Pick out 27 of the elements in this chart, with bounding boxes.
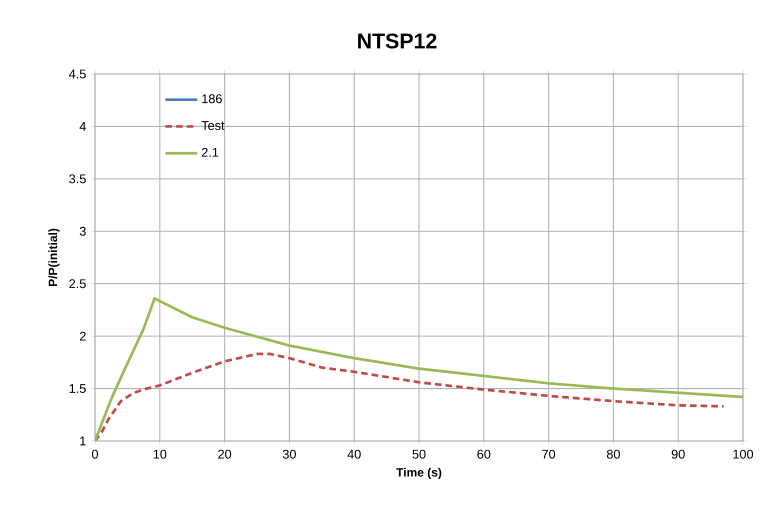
- x-axis-title: Time (s): [396, 468, 442, 479]
- x-tick-label: 100: [733, 450, 754, 459]
- y-tick-label: 3: [80, 226, 86, 236]
- y-tick-label: 3.5: [69, 174, 86, 184]
- y-tick-label: 2: [80, 332, 86, 341]
- x-tick-label: 30: [282, 450, 296, 459]
- x-tick-label: 40: [347, 450, 361, 459]
- y-tick-label: 4: [80, 122, 86, 131]
- x-tick-label: 80: [606, 450, 620, 459]
- chart-title: NTSP12: [358, 33, 436, 49]
- x-tick-label: 60: [477, 450, 490, 459]
- x-tick-label: 70: [542, 450, 556, 459]
- line-series: [95, 352, 725, 441]
- y-tick-label: 2.5: [69, 279, 86, 288]
- y-tick-label: 1: [80, 436, 86, 446]
- y-tick-label: 4.5: [68, 70, 86, 78]
- x-tick-label: 0: [92, 450, 98, 459]
- x-tick-label: 50: [412, 450, 426, 459]
- legend-label: 2.1: [202, 148, 218, 157]
- y-tick-label: 1.5: [70, 384, 86, 393]
- x-tick-label: 20: [218, 450, 232, 459]
- x-tick-label: 10: [154, 450, 166, 459]
- line-series: [95, 297, 744, 441]
- x-tick-label: 90: [672, 450, 685, 459]
- y-axis-title: P/P(initial): [48, 228, 60, 286]
- legend-label: 186: [202, 94, 222, 104]
- legend-label: Test: [202, 121, 224, 130]
